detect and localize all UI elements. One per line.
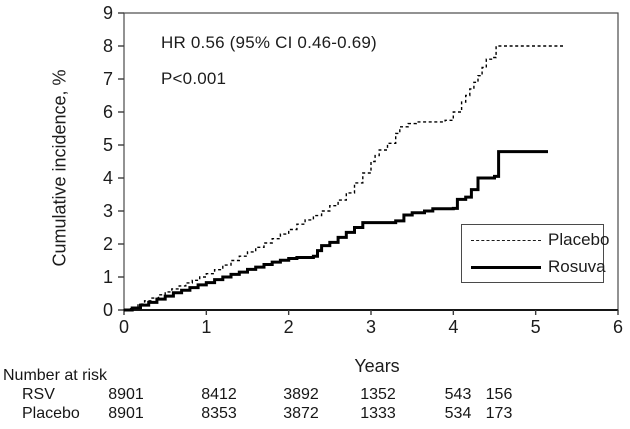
y-tick-label: 7 xyxy=(103,69,113,89)
risk-value: 8412 xyxy=(201,386,237,403)
y-tick-label: 4 xyxy=(103,168,113,188)
risk-table-title: Number at risk xyxy=(3,367,108,384)
risk-value: 8353 xyxy=(201,405,237,422)
y-tick-label: 1 xyxy=(103,267,113,287)
risk-value: 8901 xyxy=(108,386,144,403)
y-tick-label: 2 xyxy=(103,234,113,254)
x-tick-label: 4 xyxy=(448,317,458,337)
risk-value: 8901 xyxy=(108,405,144,422)
risk-value: 1333 xyxy=(360,405,396,422)
risk-value: 1352 xyxy=(360,386,396,403)
risk-value: 173 xyxy=(485,405,513,422)
risk-value: 3892 xyxy=(283,386,319,403)
y-tick-label: 6 xyxy=(103,102,113,122)
x-tick-label: 0 xyxy=(119,317,129,337)
y-tick-label: 9 xyxy=(103,3,113,23)
y-tick-label: 3 xyxy=(103,201,113,221)
legend-label-placebo: Placebo xyxy=(548,230,610,249)
survival-plot: 0 1 2 3 4 5 6 0 1 2 3 4 5 6 7 8 9 xyxy=(103,3,623,337)
y-tick-label: 0 xyxy=(103,300,113,320)
x-axis-title: Years xyxy=(354,356,400,376)
risk-value: 543 xyxy=(444,386,472,403)
y-tick-label: 8 xyxy=(103,36,113,56)
x-tick-label: 6 xyxy=(613,317,623,337)
x-tick-label: 3 xyxy=(366,317,376,337)
y-axis-title: Cumulative incidence, % xyxy=(49,69,70,267)
rosuva-curve xyxy=(124,150,548,312)
legend-label-rosuva: Rosuva xyxy=(548,257,606,276)
risk-value: 534 xyxy=(444,405,472,422)
risk-value: 156 xyxy=(485,386,513,403)
risk-row-label-rsv: RSV xyxy=(22,386,55,403)
solid-line-sample xyxy=(471,265,541,269)
p-value-annotation: P<0.001 xyxy=(161,69,227,88)
risk-row-label-placebo: Placebo xyxy=(22,405,80,422)
x-tick-label: 1 xyxy=(201,317,211,337)
legend: Placebo Rosuva xyxy=(461,224,609,283)
y-tick-label: 5 xyxy=(103,135,113,155)
dashed-line-sample xyxy=(471,239,541,241)
risk-value: 3872 xyxy=(283,405,319,422)
legend-entry-rosuva: Rosuva xyxy=(462,255,606,279)
x-tick-label: 5 xyxy=(531,317,541,337)
x-tick-label: 2 xyxy=(284,317,294,337)
legend-entry-placebo: Placebo xyxy=(462,228,609,252)
placebo-curve xyxy=(124,45,565,311)
hazard-ratio-annotation: HR 0.56 (95% CI 0.46-0.69) xyxy=(161,33,377,52)
